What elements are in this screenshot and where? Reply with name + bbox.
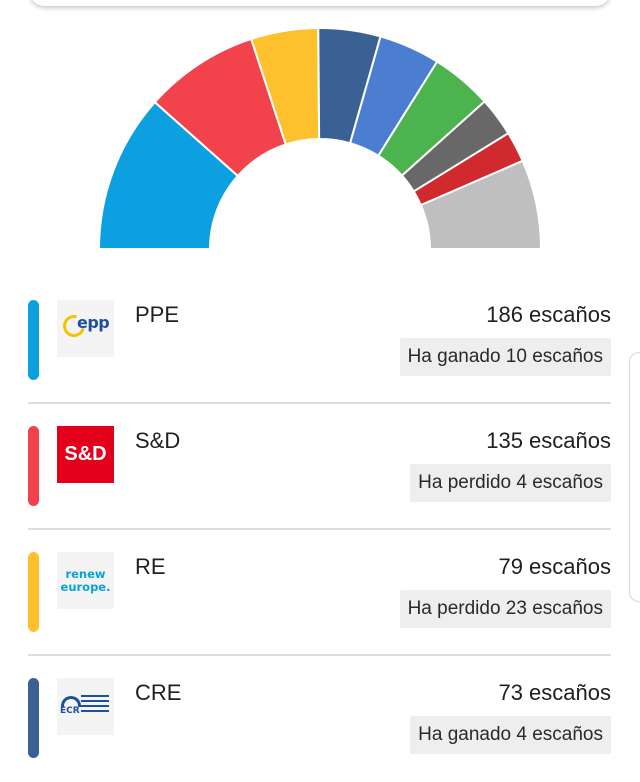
party-name: CRE	[135, 680, 182, 705]
renew-logo-text: renew europe.	[60, 566, 111, 594]
party-seats: 79 escaños	[498, 554, 611, 579]
party-name: PPE	[135, 302, 180, 327]
party-seats: 73 escaños	[498, 680, 611, 705]
row-divider	[28, 528, 611, 530]
renew-europe-logo: renew europe.	[57, 552, 114, 609]
party-name: RE	[135, 554, 166, 579]
seat-change-badge: Ha ganado 4 escaños	[410, 716, 611, 754]
ecr-logo: ECR	[57, 678, 114, 735]
seat-change-badge: Ha perdido 23 escaños	[399, 590, 611, 628]
row-divider	[28, 402, 611, 404]
party-row-re[interactable]: renew europe. RE 79 escaños Ha perdido 2…	[28, 540, 611, 644]
ecr-logo-text: ECR	[60, 706, 80, 716]
party-color-bar	[28, 300, 39, 380]
scrollbar-handle[interactable]	[629, 352, 640, 602]
sd-logo-text: S&D	[64, 443, 107, 465]
party-name: S&D	[135, 428, 181, 453]
seat-change-badge: Ha ganado 10 escaños	[399, 338, 611, 376]
party-row-ppe[interactable]: epp PPE 186 escaños Ha ganado 10 escaños	[28, 288, 611, 392]
epp-logo: epp	[57, 300, 114, 357]
epp-logo-text: epp	[77, 313, 110, 332]
party-color-bar	[28, 552, 39, 632]
previous-card-edge	[30, 0, 610, 6]
hemicycle-segment-group-9	[419, 159, 543, 250]
party-row-sd[interactable]: S&D S&D 135 escaños Ha perdido 4 escaños	[28, 414, 611, 518]
sd-logo: S&D	[57, 426, 114, 483]
party-seats: 186 escaños	[486, 302, 611, 327]
party-color-bar	[28, 426, 39, 506]
party-seats: 135 escaños	[486, 428, 611, 453]
row-divider	[28, 654, 611, 656]
party-color-bar	[28, 678, 39, 758]
ecr-arc-icon	[61, 696, 81, 707]
parliament-hemicycle-chart	[97, 26, 543, 250]
seat-change-badge: Ha perdido 4 escaños	[410, 464, 611, 502]
ecr-caption-lines	[81, 695, 109, 715]
party-row-cre[interactable]: ECR CRE 73 escaños Ha ganado 4 escaños	[28, 666, 611, 770]
